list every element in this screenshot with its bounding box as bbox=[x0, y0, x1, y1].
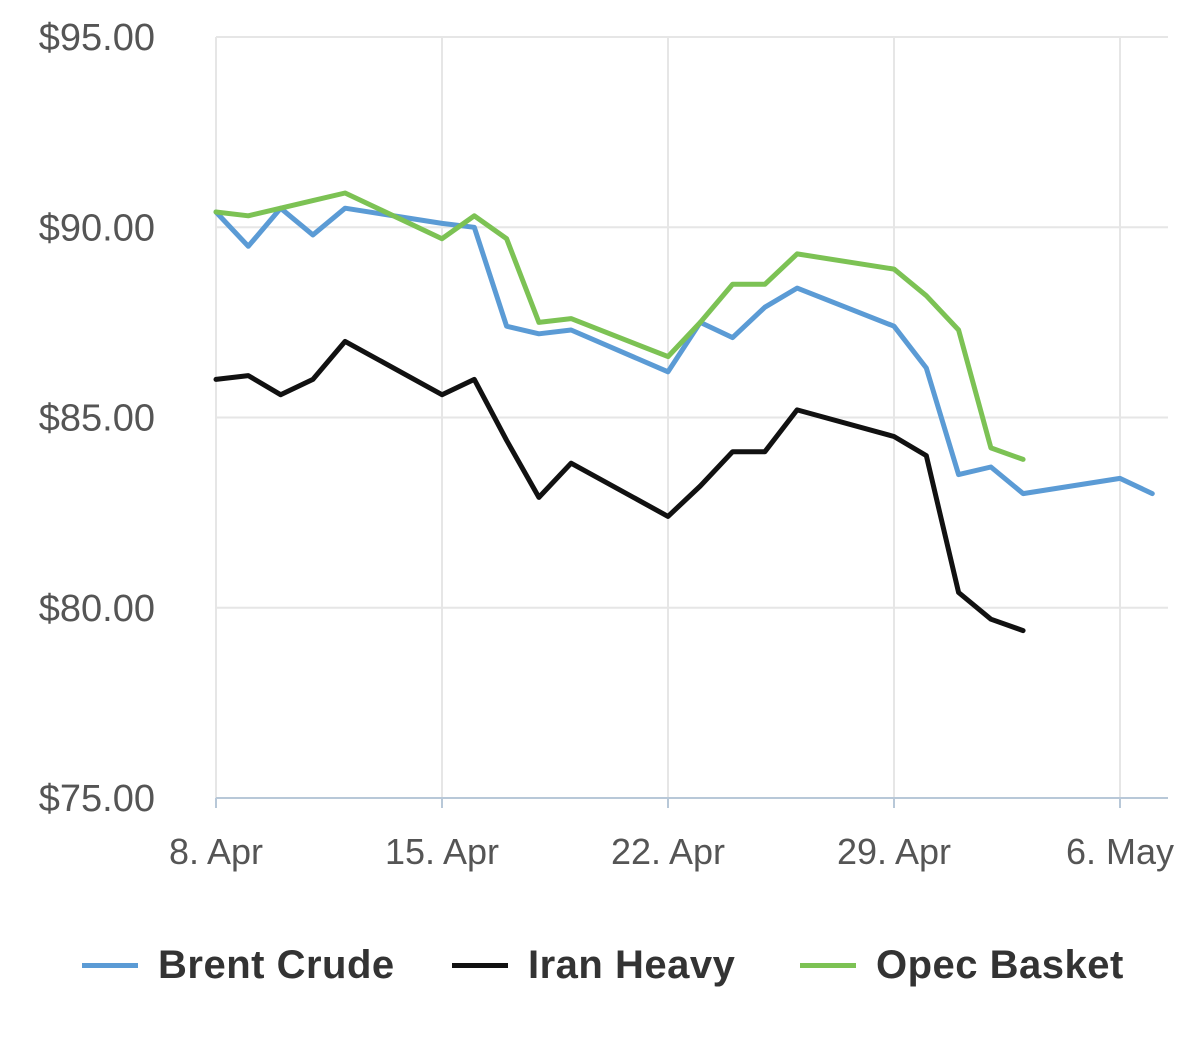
x-axis-ticks: 8. Apr 15. Apr 22. Apr 29. Apr 6. May bbox=[169, 831, 1174, 872]
chart-legend: Brent Crude Iran Heavy Opec Basket bbox=[0, 930, 1200, 1000]
x-tick-label: 22. Apr bbox=[611, 831, 725, 872]
y-tick-label: $95.00 bbox=[39, 17, 155, 59]
series-line-iran-heavy bbox=[213, 338, 1026, 634]
legend-item-brent-crude[interactable]: Brent Crude bbox=[82, 930, 395, 1000]
y-tick-label: $90.00 bbox=[39, 207, 155, 249]
x-tick-label: 8. Apr bbox=[169, 831, 263, 872]
legend-swatch-opec-basket bbox=[800, 962, 856, 968]
series-line-opec-basket bbox=[213, 190, 1026, 462]
legend-label: Iran Heavy bbox=[528, 942, 736, 987]
chart-series bbox=[213, 190, 1155, 634]
legend-swatch-iran-heavy bbox=[452, 962, 508, 968]
y-tick-label: $80.00 bbox=[39, 588, 155, 630]
line-chart: $95.00 $90.00 $85.00 $80.00 $75.00 8. Apr 15.… bbox=[39, 17, 1174, 872]
series-line-brent-crude bbox=[213, 205, 1155, 497]
chart-grid bbox=[215, 36, 1168, 808]
y-tick-label: $85.00 bbox=[39, 398, 155, 440]
legend-label: Opec Basket bbox=[876, 942, 1124, 987]
y-tick-label: $75.00 bbox=[39, 778, 155, 820]
y-axis-ticks: $95.00 $90.00 $85.00 $80.00 $75.00 bbox=[39, 17, 155, 820]
legend-swatch-brent-crude bbox=[82, 962, 138, 968]
legend-item-iran-heavy[interactable]: Iran Heavy bbox=[452, 930, 735, 1000]
x-tick-label: 15. Apr bbox=[385, 831, 499, 872]
x-tick-label: 6. May bbox=[1066, 831, 1174, 872]
legend-label: Brent Crude bbox=[158, 942, 395, 987]
x-tick-label: 29. Apr bbox=[837, 831, 951, 872]
legend-item-opec-basket[interactable]: Opec Basket bbox=[800, 930, 1124, 1000]
